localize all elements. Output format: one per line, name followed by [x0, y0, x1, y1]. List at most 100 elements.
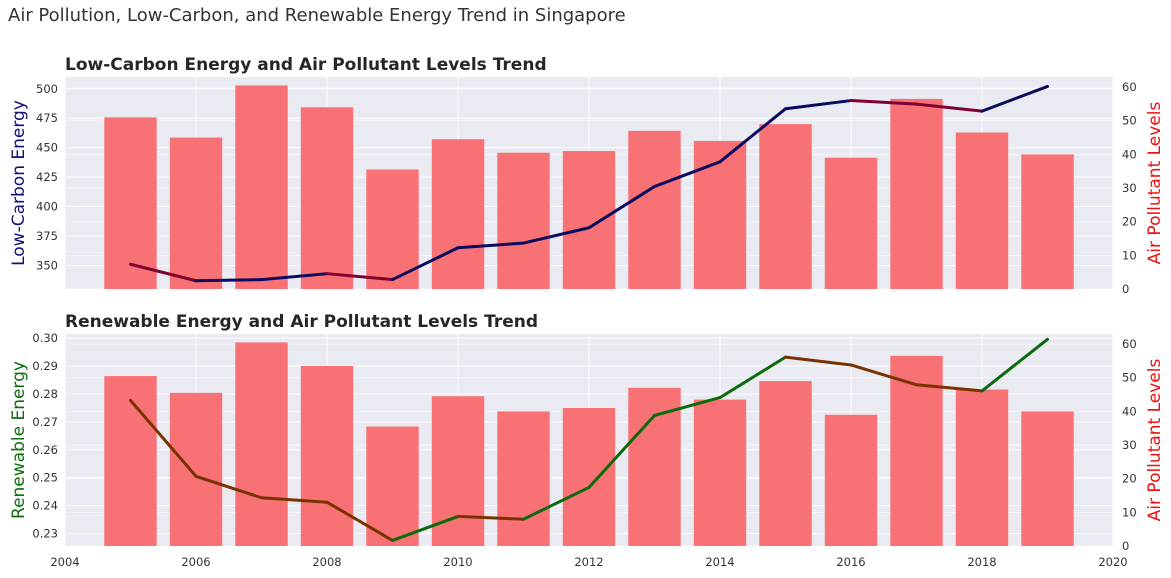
x-tick-label: 2014	[705, 555, 734, 569]
pollutant-bar	[366, 426, 419, 546]
energy-line-segment	[915, 102, 984, 113]
energy-line-segment	[129, 398, 198, 478]
left-tick-label: 0.26	[32, 443, 58, 457]
pollutant-bar	[235, 342, 288, 546]
energy-line-segment	[915, 383, 984, 393]
left-tick-label: 375	[36, 229, 58, 243]
left-tick-label: 0.30	[32, 331, 58, 345]
right-tick-label: 10	[1122, 248, 1137, 262]
renewable-pollutant-bars	[104, 342, 1074, 546]
right-tick-label: 30	[1122, 181, 1137, 195]
pollutant-bar	[955, 389, 1009, 546]
x-tick-label: 2016	[836, 555, 865, 569]
right-tick-label: 10	[1122, 505, 1137, 519]
left-tick-label: 475	[36, 111, 58, 125]
left-tick-label: 0.24	[32, 499, 58, 513]
left-tick-label: 0.25	[32, 471, 58, 485]
left-tick-label: 350	[36, 258, 58, 272]
pollutant-bar	[759, 381, 812, 546]
right-tick-label: 50	[1122, 114, 1137, 128]
low-carbon-right-ticks: 0 10 20 30 40 50 60	[1122, 80, 1137, 296]
renewable-energy-line	[129, 337, 1049, 542]
pollutant-bar	[104, 117, 157, 289]
pollutant-bar	[1021, 154, 1074, 289]
left-tick-label: 0.27	[32, 415, 58, 429]
energy-line-segment	[784, 355, 853, 367]
energy-line-segment	[653, 160, 722, 189]
right-tick-label: 20	[1122, 215, 1137, 229]
right-tick-label: 60	[1122, 337, 1137, 351]
pollutant-bar	[562, 151, 616, 289]
x-tick-label: 2012	[574, 555, 603, 569]
pollutant-bar	[366, 169, 419, 289]
right-tick-label: 60	[1122, 80, 1137, 94]
pollutant-bar	[497, 152, 550, 289]
left-tick-label: 450	[36, 141, 58, 155]
energy-line-segment	[194, 278, 263, 283]
pollutant-bar	[562, 408, 616, 546]
energy-line-segment	[849, 99, 918, 106]
renewable-ylabel: Renewable Energy	[9, 361, 29, 519]
energy-line-segment	[456, 241, 525, 250]
right-tick-label: 30	[1122, 438, 1137, 452]
energy-line-segment	[129, 262, 198, 283]
right-tick-label: 40	[1122, 147, 1137, 161]
energy-line-segment	[456, 514, 525, 521]
renewable-panel: 0.23 0.24 0.25 0.26 0.27 0.28 0.29 0.30 0 10 20 30…	[9, 312, 1165, 569]
low-carbon-y2label: Air Pollutant Levels	[1145, 102, 1165, 265]
energy-line-segment	[325, 500, 394, 542]
pollutant-bar	[169, 137, 223, 289]
x-tick-label: 2010	[443, 555, 472, 569]
pollutant-bar	[431, 139, 485, 289]
pollutant-bar	[497, 411, 550, 546]
energy-line-segment	[522, 226, 591, 245]
left-tick-label: 0.29	[32, 359, 58, 373]
right-tick-label: 50	[1122, 371, 1137, 385]
energy-line-segment	[718, 107, 787, 164]
x-tick-label: 2018	[967, 555, 996, 569]
low-carbon-chart-title: Low-Carbon Energy and Air Pollutant Leve…	[65, 55, 547, 75]
right-tick-label: 0	[1122, 539, 1129, 553]
energy-line-segment	[522, 485, 591, 521]
right-tick-label: 40	[1122, 404, 1137, 418]
left-tick-label: 400	[36, 200, 58, 214]
figure-title: Air Pollution, Low-Carbon, and Renewable…	[8, 5, 626, 26]
energy-line-segment	[391, 514, 460, 542]
left-tick-label: 500	[36, 82, 58, 96]
pollutant-bar	[1021, 411, 1074, 546]
pollutant-bar	[693, 399, 747, 546]
pollutant-bar	[169, 392, 223, 546]
x-tick-label: 2008	[312, 555, 341, 569]
pollutant-bar	[759, 124, 812, 289]
energy-line-segment	[260, 496, 329, 504]
renewable-right-ticks: 0 10 20 30 40 50 60	[1122, 337, 1137, 553]
pollutant-bar	[955, 132, 1009, 289]
pollutant-bar	[235, 85, 288, 290]
energy-line-segment	[980, 84, 1049, 113]
pollutant-bar	[890, 98, 943, 289]
energy-line-segment	[849, 363, 918, 387]
low-carbon-energy-line	[129, 84, 1049, 283]
right-tick-label: 0	[1122, 282, 1129, 296]
energy-line-segment	[653, 396, 722, 417]
energy-line-segment	[980, 337, 1049, 393]
low-carbon-left-ticks: 350 375 400 425 450 475 500	[36, 82, 58, 273]
pollutant-bar	[693, 140, 747, 289]
pollutant-bar	[300, 107, 354, 290]
energy-line-segment	[325, 272, 394, 282]
energy-line-segment	[260, 272, 329, 282]
low-carbon-pollutant-bars	[104, 85, 1074, 290]
energy-line-segment	[784, 99, 853, 111]
pollutant-bar	[824, 157, 878, 289]
x-tick-label: 2020	[1098, 555, 1127, 569]
pollutant-bar	[824, 414, 878, 546]
energy-line-segment	[718, 355, 787, 400]
pollutant-bar	[431, 396, 485, 546]
energy-line-segment	[587, 185, 656, 230]
renewable-chart-title: Renewable Energy and Air Pollutant Level…	[65, 312, 538, 332]
renewable-x-ticks: 2004 2006 2008 2010 2012 2014 2016 2018 2020	[50, 555, 1127, 569]
left-tick-label: 0.23	[32, 526, 58, 540]
renewable-y2label: Air Pollutant Levels	[1145, 359, 1165, 522]
x-tick-label: 2006	[181, 555, 210, 569]
